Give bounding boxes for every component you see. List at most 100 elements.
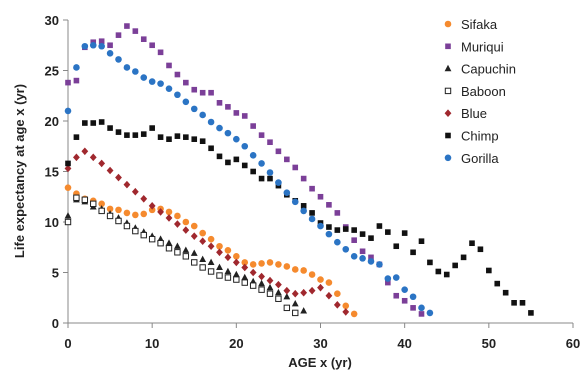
data-point-muriqui bbox=[107, 42, 113, 49]
data-point-baboon bbox=[90, 200, 97, 208]
data-point-muriqui bbox=[140, 36, 147, 42]
data-point-muriqui bbox=[183, 79, 189, 86]
data-point-chimp bbox=[435, 268, 442, 275]
data-point-baboon bbox=[182, 253, 190, 260]
data-point-chimp bbox=[376, 223, 383, 229]
data-point-blue bbox=[73, 153, 80, 162]
data-point-muriqui bbox=[393, 292, 400, 299]
data-point-sifaka bbox=[199, 229, 206, 237]
data-point-muriqui bbox=[284, 156, 290, 163]
data-point-muriqui bbox=[166, 62, 172, 69]
data-point-chimp bbox=[73, 134, 80, 140]
data-point-blue bbox=[98, 159, 106, 168]
data-point-blue bbox=[199, 237, 207, 245]
data-point-muriqui bbox=[317, 193, 324, 200]
data-point-chimp bbox=[250, 168, 256, 175]
data-point-blue bbox=[291, 289, 299, 298]
data-point-blue bbox=[89, 153, 97, 162]
data-point-baboon bbox=[81, 196, 89, 203]
data-point-chimp bbox=[233, 156, 240, 163]
legend-label-gorilla: Gorilla bbox=[461, 151, 499, 166]
data-point-chimp bbox=[107, 125, 113, 131]
data-point-muriqui bbox=[115, 32, 122, 38]
legend-marker-baboon bbox=[444, 87, 452, 95]
data-point-capuchin bbox=[258, 279, 265, 287]
data-point-gorilla bbox=[409, 293, 417, 301]
data-point-baboon bbox=[148, 235, 156, 243]
data-point-chimp bbox=[124, 132, 130, 138]
data-point-gorilla bbox=[81, 42, 89, 50]
data-point-chimp bbox=[385, 229, 391, 235]
data-point-gorilla bbox=[426, 309, 434, 317]
data-point-chimp bbox=[359, 231, 366, 237]
data-point-capuchin bbox=[182, 246, 190, 253]
data-point-chimp bbox=[166, 136, 172, 142]
data-point-blue bbox=[258, 272, 265, 281]
data-point-sifaka bbox=[207, 235, 215, 243]
data-point-blue bbox=[241, 263, 249, 272]
data-point-gorilla bbox=[216, 124, 223, 132]
data-point-blue bbox=[64, 164, 72, 173]
data-point-baboon bbox=[106, 212, 114, 220]
data-point-blue bbox=[190, 232, 198, 240]
data-point-baboon bbox=[207, 268, 215, 275]
data-point-chimp bbox=[401, 230, 408, 236]
data-point-chimp bbox=[65, 160, 71, 167]
data-point-gorilla bbox=[300, 207, 307, 215]
data-point-baboon bbox=[73, 194, 80, 201]
data-point-gorilla bbox=[140, 74, 148, 81]
legend-marker-capuchin bbox=[444, 64, 452, 72]
data-point-baboon bbox=[249, 282, 257, 289]
data-point-baboon bbox=[140, 231, 147, 239]
data-point-capuchin bbox=[224, 267, 232, 275]
data-point-baboon bbox=[233, 276, 240, 283]
data-point-blue bbox=[232, 258, 240, 267]
data-point-sifaka bbox=[283, 263, 291, 270]
data-point-chimp bbox=[393, 243, 400, 250]
data-point-capuchin bbox=[241, 273, 249, 281]
data-point-baboon bbox=[266, 290, 274, 297]
data-point-gorilla bbox=[325, 230, 333, 238]
data-point-chimp bbox=[326, 224, 332, 230]
data-point-muriqui bbox=[124, 23, 130, 29]
data-point-baboon bbox=[98, 207, 105, 215]
data-point-muriqui bbox=[199, 89, 206, 96]
data-point-chimp bbox=[443, 271, 450, 278]
data-point-chimp bbox=[208, 145, 214, 152]
data-point-capuchin bbox=[300, 307, 308, 314]
y-axis-title: Life expectancy at age x (yr) bbox=[12, 84, 27, 258]
data-point-blue bbox=[283, 286, 291, 295]
data-point-blue bbox=[224, 253, 232, 262]
data-point-gorilla bbox=[115, 56, 122, 63]
data-point-muriqui bbox=[98, 38, 105, 45]
data-point-capuchin bbox=[291, 300, 299, 307]
data-point-sifaka bbox=[115, 206, 122, 214]
data-point-blue bbox=[300, 288, 308, 297]
data-point-gorilla bbox=[157, 80, 164, 87]
y-tick-label: 25 bbox=[45, 64, 59, 79]
data-point-sifaka bbox=[64, 184, 72, 191]
y-tick-label: 5 bbox=[52, 266, 59, 281]
x-tick-label: 10 bbox=[145, 336, 159, 351]
data-point-muriqui bbox=[132, 28, 139, 34]
data-point-chimp bbox=[486, 267, 492, 274]
data-point-gorilla bbox=[275, 179, 282, 186]
data-point-capuchin bbox=[174, 242, 181, 249]
data-point-sifaka bbox=[325, 279, 333, 286]
data-point-capuchin bbox=[207, 258, 215, 265]
data-point-muriqui bbox=[258, 132, 265, 138]
data-point-capuchin bbox=[283, 292, 291, 300]
legend-label-baboon: Baboon bbox=[461, 84, 506, 99]
data-point-sifaka bbox=[106, 205, 114, 213]
data-point-baboon bbox=[132, 227, 139, 235]
data-point-chimp bbox=[334, 227, 341, 233]
data-point-baboon bbox=[199, 264, 206, 271]
data-point-baboon bbox=[123, 222, 131, 230]
data-point-chimp bbox=[225, 159, 231, 166]
data-points bbox=[64, 23, 534, 318]
data-point-muriqui bbox=[401, 297, 408, 304]
data-point-muriqui bbox=[73, 77, 80, 84]
data-point-capuchin bbox=[232, 270, 240, 278]
data-point-gorilla bbox=[174, 91, 181, 99]
